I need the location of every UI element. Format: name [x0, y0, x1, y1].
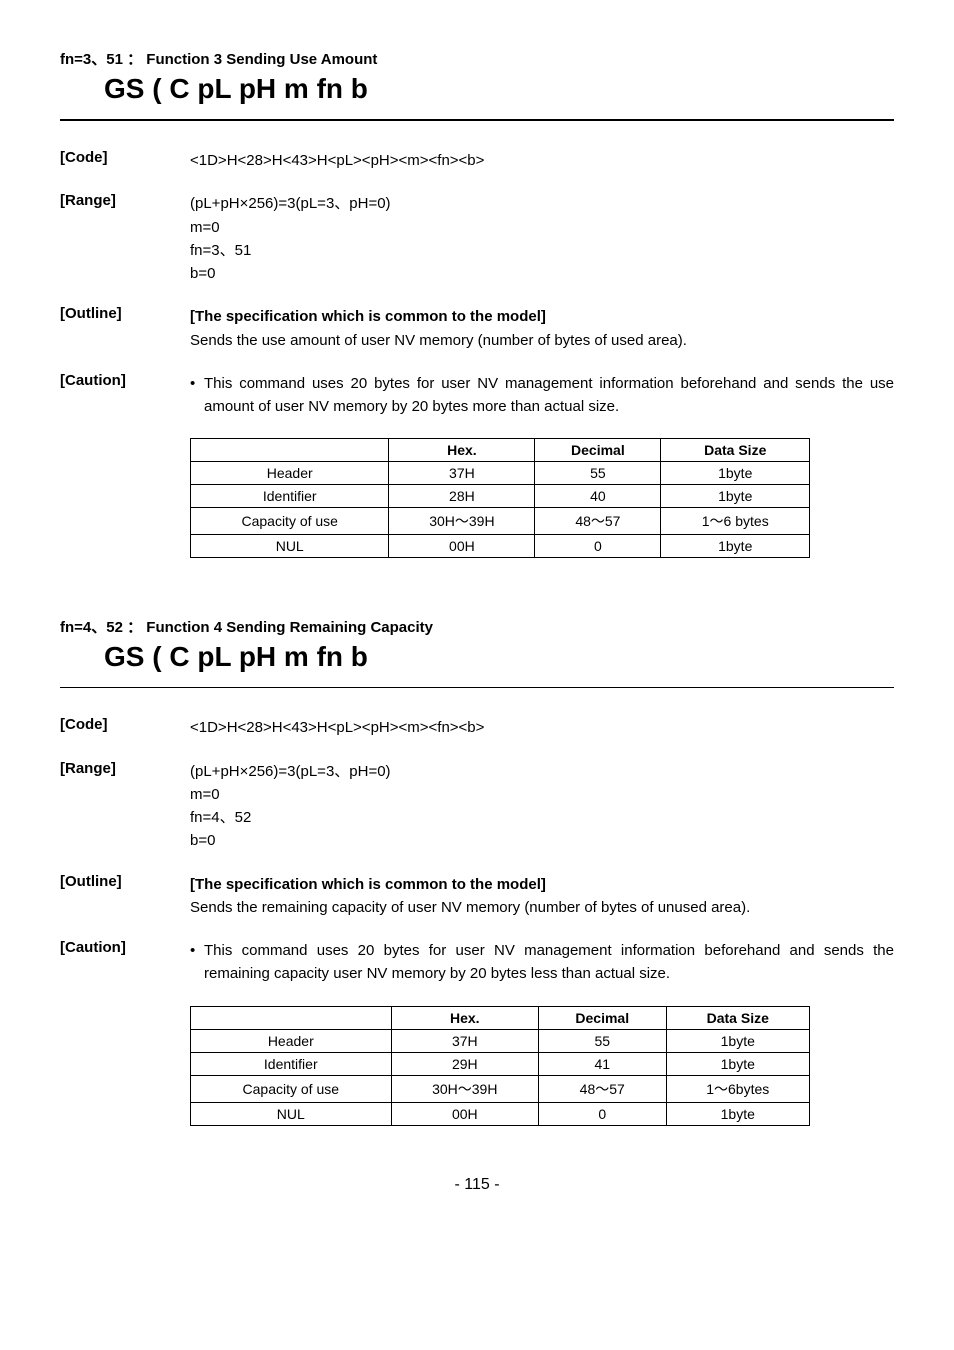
table-cell: 1byte: [661, 535, 810, 558]
table-row: Header 37H 55 1byte: [191, 1029, 810, 1052]
code-label: [Code]: [60, 716, 190, 739]
table-row: NUL 00H 0 1byte: [191, 1102, 810, 1125]
section1-caution-block: [Caution] • This command uses 20 bytes f…: [60, 372, 894, 419]
table-cell: Header: [191, 462, 389, 485]
section2-rule: [60, 687, 894, 688]
range-line: b=0: [190, 262, 894, 285]
outline-body: [The specification which is common to th…: [190, 873, 894, 920]
range-line: b=0: [190, 829, 894, 852]
table-cell: 40: [535, 485, 661, 508]
range-label: [Range]: [60, 760, 190, 853]
table-cell: 30H～39H: [391, 1075, 538, 1102]
table-cell: 00H: [389, 535, 535, 558]
table-cell: 0: [535, 535, 661, 558]
outline-bold-line: [The specification which is common to th…: [190, 873, 894, 896]
outline-line2: Sends the use amount of user NV memory (…: [190, 329, 894, 352]
table-cell: 0: [539, 1102, 667, 1125]
section1-heading: fn=3、51 ： Function 3 Sending Use Amount: [60, 48, 894, 69]
table-cell: 1byte: [666, 1052, 809, 1075]
table-cell: 29H: [391, 1052, 538, 1075]
table-cell: Capacity of use: [191, 1075, 392, 1102]
table-header-cell: Data Size: [666, 1006, 809, 1029]
table-cell: 1～6bytes: [666, 1075, 809, 1102]
table-header-row: Hex. Decimal Data Size: [191, 1006, 810, 1029]
table-cell: 55: [539, 1029, 667, 1052]
caution-body: • This command uses 20 bytes for user NV…: [190, 939, 894, 986]
section1-outline-block: [Outline] [The specification which is co…: [60, 305, 894, 352]
table-row: Header 37H 55 1byte: [191, 462, 810, 485]
outline-bold-line: [The specification which is common to th…: [190, 305, 894, 328]
table-row: NUL 00H 0 1byte: [191, 535, 810, 558]
caution-label: [Caution]: [60, 372, 190, 419]
caution-text: This command uses 20 bytes for user NV m…: [204, 939, 894, 986]
table-cell: 41: [539, 1052, 667, 1075]
page-number: - 115 -: [60, 1176, 894, 1194]
table-cell: 55: [535, 462, 661, 485]
code-value: <1D>H<28>H<43>H<pL><pH><m><fn><b>: [190, 149, 894, 172]
range-line: m=0: [190, 783, 894, 806]
table-cell: 37H: [389, 462, 535, 485]
section2-big-title: GS ( C pL pH m fn b: [104, 641, 894, 673]
table-cell: 48～57: [539, 1075, 667, 1102]
section2-heading: fn=4、52 ： Function 4 Sending Remaining C…: [60, 616, 894, 637]
bullet-icon: •: [190, 939, 204, 986]
range-line: m=0: [190, 216, 894, 239]
table-cell: 1byte: [666, 1102, 809, 1125]
bullet-icon: •: [190, 372, 204, 419]
range-lines: (pL+pH×256)=3(pL=3、pH=0) m=0 fn=3、51 b=0: [190, 192, 894, 285]
section2-code-block: [Code] <1D>H<28>H<43>H<pL><pH><m><fn><b>: [60, 716, 894, 739]
table-cell: 48～57: [535, 508, 661, 535]
section2-caution-block: [Caution] • This command uses 20 bytes f…: [60, 939, 894, 986]
range-label: [Range]: [60, 192, 190, 285]
table-cell: 1byte: [661, 462, 810, 485]
table-cell: 1byte: [661, 485, 810, 508]
table-row: Capacity of use 30H～39H 48～57 1～6 bytes: [191, 508, 810, 535]
range-line: fn=4、52: [190, 806, 894, 829]
table-row: Identifier 28H 40 1byte: [191, 485, 810, 508]
section1-data-table: Hex. Decimal Data Size Header 37H 55 1by…: [190, 438, 810, 558]
section1-big-title: GS ( C pL pH m fn b: [104, 73, 894, 105]
section2-data-table: Hex. Decimal Data Size Header 37H 55 1by…: [190, 1006, 810, 1126]
table-cell: Header: [191, 1029, 392, 1052]
section1-range-block: [Range] (pL+pH×256)=3(pL=3、pH=0) m=0 fn=…: [60, 192, 894, 285]
caution-body: • This command uses 20 bytes for user NV…: [190, 372, 894, 419]
section1-rule: [60, 119, 894, 121]
outline-body: [The specification which is common to th…: [190, 305, 894, 352]
table-row: Capacity of use 30H～39H 48～57 1～6bytes: [191, 1075, 810, 1102]
table-cell: Identifier: [191, 1052, 392, 1075]
table-header-cell: Hex.: [389, 439, 535, 462]
range-lines: (pL+pH×256)=3(pL=3、pH=0) m=0 fn=4、52 b=0: [190, 760, 894, 853]
table-header-cell: [191, 439, 389, 462]
table-cell: 1byte: [666, 1029, 809, 1052]
range-line: fn=3、51: [190, 239, 894, 262]
table-cell: Capacity of use: [191, 508, 389, 535]
section2-range-block: [Range] (pL+pH×256)=3(pL=3、pH=0) m=0 fn=…: [60, 760, 894, 853]
table-header-cell: Decimal: [535, 439, 661, 462]
table-header-cell: [191, 1006, 392, 1029]
table-cell: 1～6 bytes: [661, 508, 810, 535]
table-cell: 00H: [391, 1102, 538, 1125]
table-cell: 37H: [391, 1029, 538, 1052]
table-cell: Identifier: [191, 485, 389, 508]
table-header-cell: Data Size: [661, 439, 810, 462]
caution-label: [Caution]: [60, 939, 190, 986]
table-cell: NUL: [191, 535, 389, 558]
table-cell: 28H: [389, 485, 535, 508]
outline-label: [Outline]: [60, 305, 190, 352]
section2-outline-block: [Outline] [The specification which is co…: [60, 873, 894, 920]
table-cell: NUL: [191, 1102, 392, 1125]
code-label: [Code]: [60, 149, 190, 172]
table-row: Identifier 29H 41 1byte: [191, 1052, 810, 1075]
table-cell: 30H～39H: [389, 508, 535, 535]
outline-line2: Sends the remaining capacity of user NV …: [190, 896, 894, 919]
outline-label: [Outline]: [60, 873, 190, 920]
table-header-cell: Decimal: [539, 1006, 667, 1029]
table-header-cell: Hex.: [391, 1006, 538, 1029]
caution-text: This command uses 20 bytes for user NV m…: [204, 372, 894, 419]
range-line: (pL+pH×256)=3(pL=3、pH=0): [190, 192, 894, 215]
code-value: <1D>H<28>H<43>H<pL><pH><m><fn><b>: [190, 716, 894, 739]
section1-code-block: [Code] <1D>H<28>H<43>H<pL><pH><m><fn><b>: [60, 149, 894, 172]
range-line: (pL+pH×256)=3(pL=3、pH=0): [190, 760, 894, 783]
table-header-row: Hex. Decimal Data Size: [191, 439, 810, 462]
